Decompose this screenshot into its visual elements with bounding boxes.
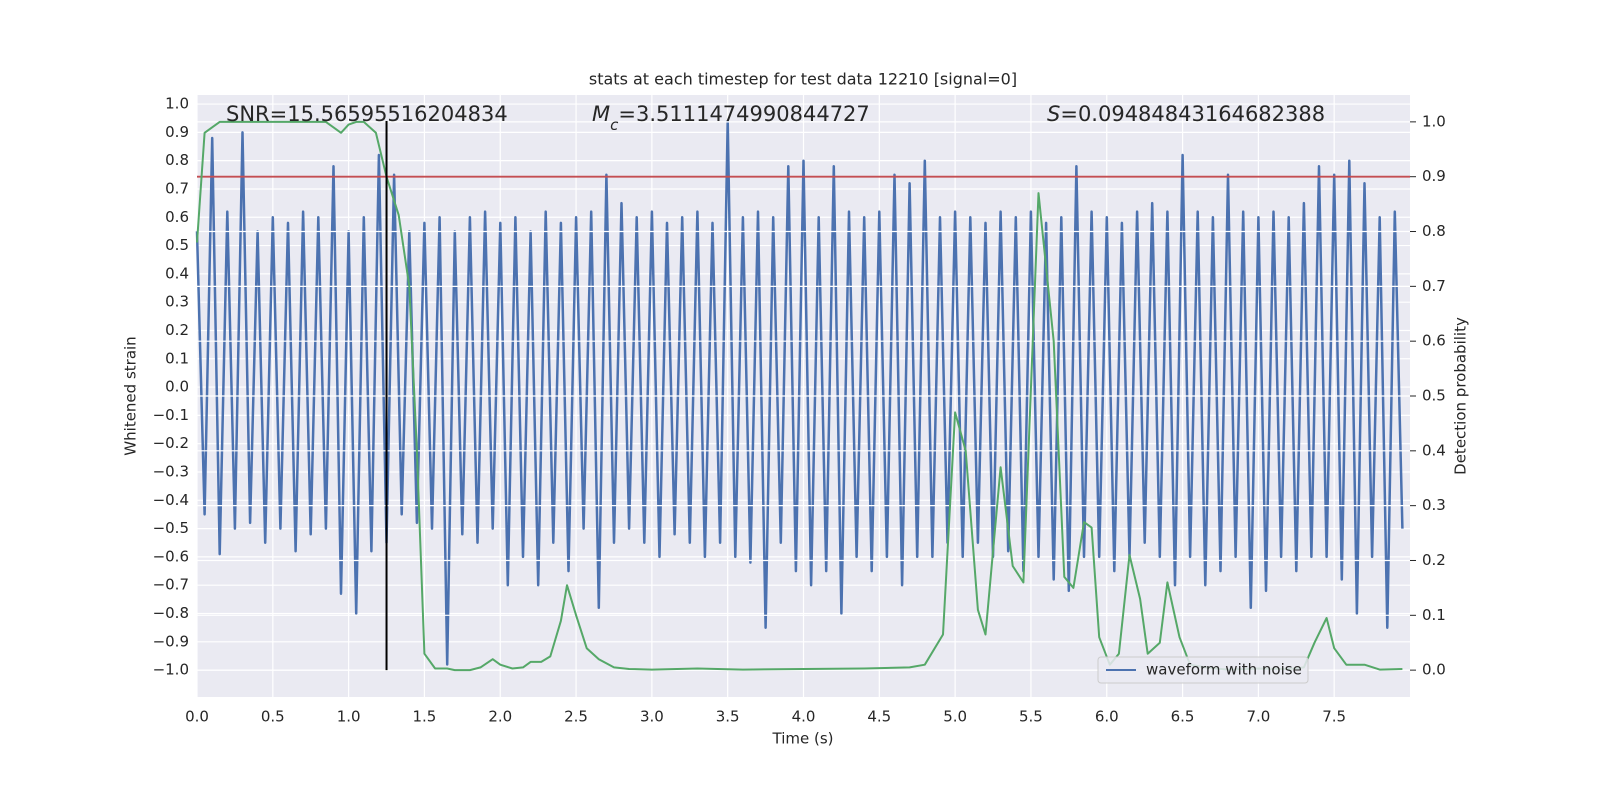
y-tick-label: 0.6: [165, 208, 189, 226]
x-tick-label: 6.0: [1095, 708, 1119, 726]
x-tick-label: 2.0: [488, 708, 512, 726]
y-tick-label: −0.8: [153, 604, 189, 622]
y-tick-label: 0.8: [165, 151, 189, 169]
y-tick-label: 0.4: [165, 264, 189, 282]
x-tick-label: 0.0: [185, 708, 209, 726]
x-tick-label: 5.0: [943, 708, 967, 726]
y2-tick-label: 0.6: [1422, 332, 1446, 350]
x-axis-label: Time (s): [772, 730, 834, 748]
y2-tick-label: 1.0: [1422, 112, 1446, 130]
y2-tick-label: 0.0: [1422, 661, 1446, 679]
annotation-part: c: [610, 116, 619, 134]
y2-axis-label: Detection probability: [1452, 317, 1470, 475]
data-line: [195, 119, 1404, 666]
x-tick-label: 4.5: [867, 708, 891, 726]
annotation-part: =3.5111474990844727: [618, 102, 869, 126]
legend-label: waveform with noise: [1146, 661, 1302, 679]
y2-tick-label: 0.9: [1422, 167, 1446, 185]
y-tick-label: −0.6: [153, 547, 189, 565]
y-tick-label: 0.9: [165, 123, 189, 141]
y-tick-label: 0.7: [165, 179, 189, 197]
y-tick-label: 0.0: [165, 378, 189, 396]
x-tick-label: 4.0: [792, 708, 816, 726]
x-tick-label: 7.0: [1246, 708, 1270, 726]
y-tick-label: −0.7: [153, 576, 189, 594]
data-line: [196, 120, 1403, 672]
y2-tick-label: 0.4: [1422, 441, 1446, 459]
annotation-part: =0.09484843164682388: [1060, 102, 1325, 126]
x-tick-label: 5.5: [1019, 708, 1043, 726]
y2-tick-label: 0.3: [1422, 496, 1446, 514]
annotation: SNR=15.56595516204834: [226, 102, 508, 126]
annotation: Mc=3.5111474990844727: [592, 102, 870, 134]
y-tick-label: −0.1: [153, 406, 189, 424]
x-tick-label: 2.5: [564, 708, 588, 726]
y-tick-label: −0.3: [153, 462, 189, 480]
y-tick-label: 0.1: [165, 349, 189, 367]
y-tick-label: −0.9: [153, 632, 189, 650]
y2-tick-label: 0.2: [1422, 551, 1446, 569]
annotation-part: SNR=15.56595516204834: [226, 102, 508, 126]
y2-tick-label: 0.1: [1422, 606, 1446, 624]
legend-box: [1097, 656, 1309, 684]
annotation-part: M: [592, 102, 610, 126]
y-tick-label: −0.5: [153, 519, 189, 537]
chart-title: stats at each timestep for test data 122…: [589, 70, 1017, 89]
y-tick-label: −0.4: [153, 491, 189, 509]
x-tick-label: 3.0: [640, 708, 664, 726]
y-tick-label: −1.0: [153, 661, 189, 679]
y-tick-label: 0.5: [165, 236, 189, 254]
x-tick-label: 6.5: [1171, 708, 1195, 726]
x-tick-label: 3.5: [716, 708, 740, 726]
y-tick-label: 0.3: [165, 293, 189, 311]
annotation: S=0.09484843164682388: [1047, 102, 1325, 126]
y-axis-label: Whitened strain: [122, 336, 140, 455]
y2-tick-label: 0.8: [1422, 222, 1446, 240]
x-tick-label: 7.5: [1322, 708, 1346, 726]
x-tick-label: 0.5: [261, 708, 285, 726]
y2-tick-label: 0.7: [1422, 277, 1446, 295]
annotation-part: S: [1047, 102, 1060, 126]
y-tick-label: −0.2: [153, 434, 189, 452]
y2-tick-label: 0.5: [1422, 387, 1446, 405]
y-tick-label: 1.0: [165, 95, 189, 113]
x-tick-label: 1.0: [337, 708, 361, 726]
x-tick-label: 1.5: [413, 708, 437, 726]
y-tick-label: 0.2: [165, 321, 189, 339]
